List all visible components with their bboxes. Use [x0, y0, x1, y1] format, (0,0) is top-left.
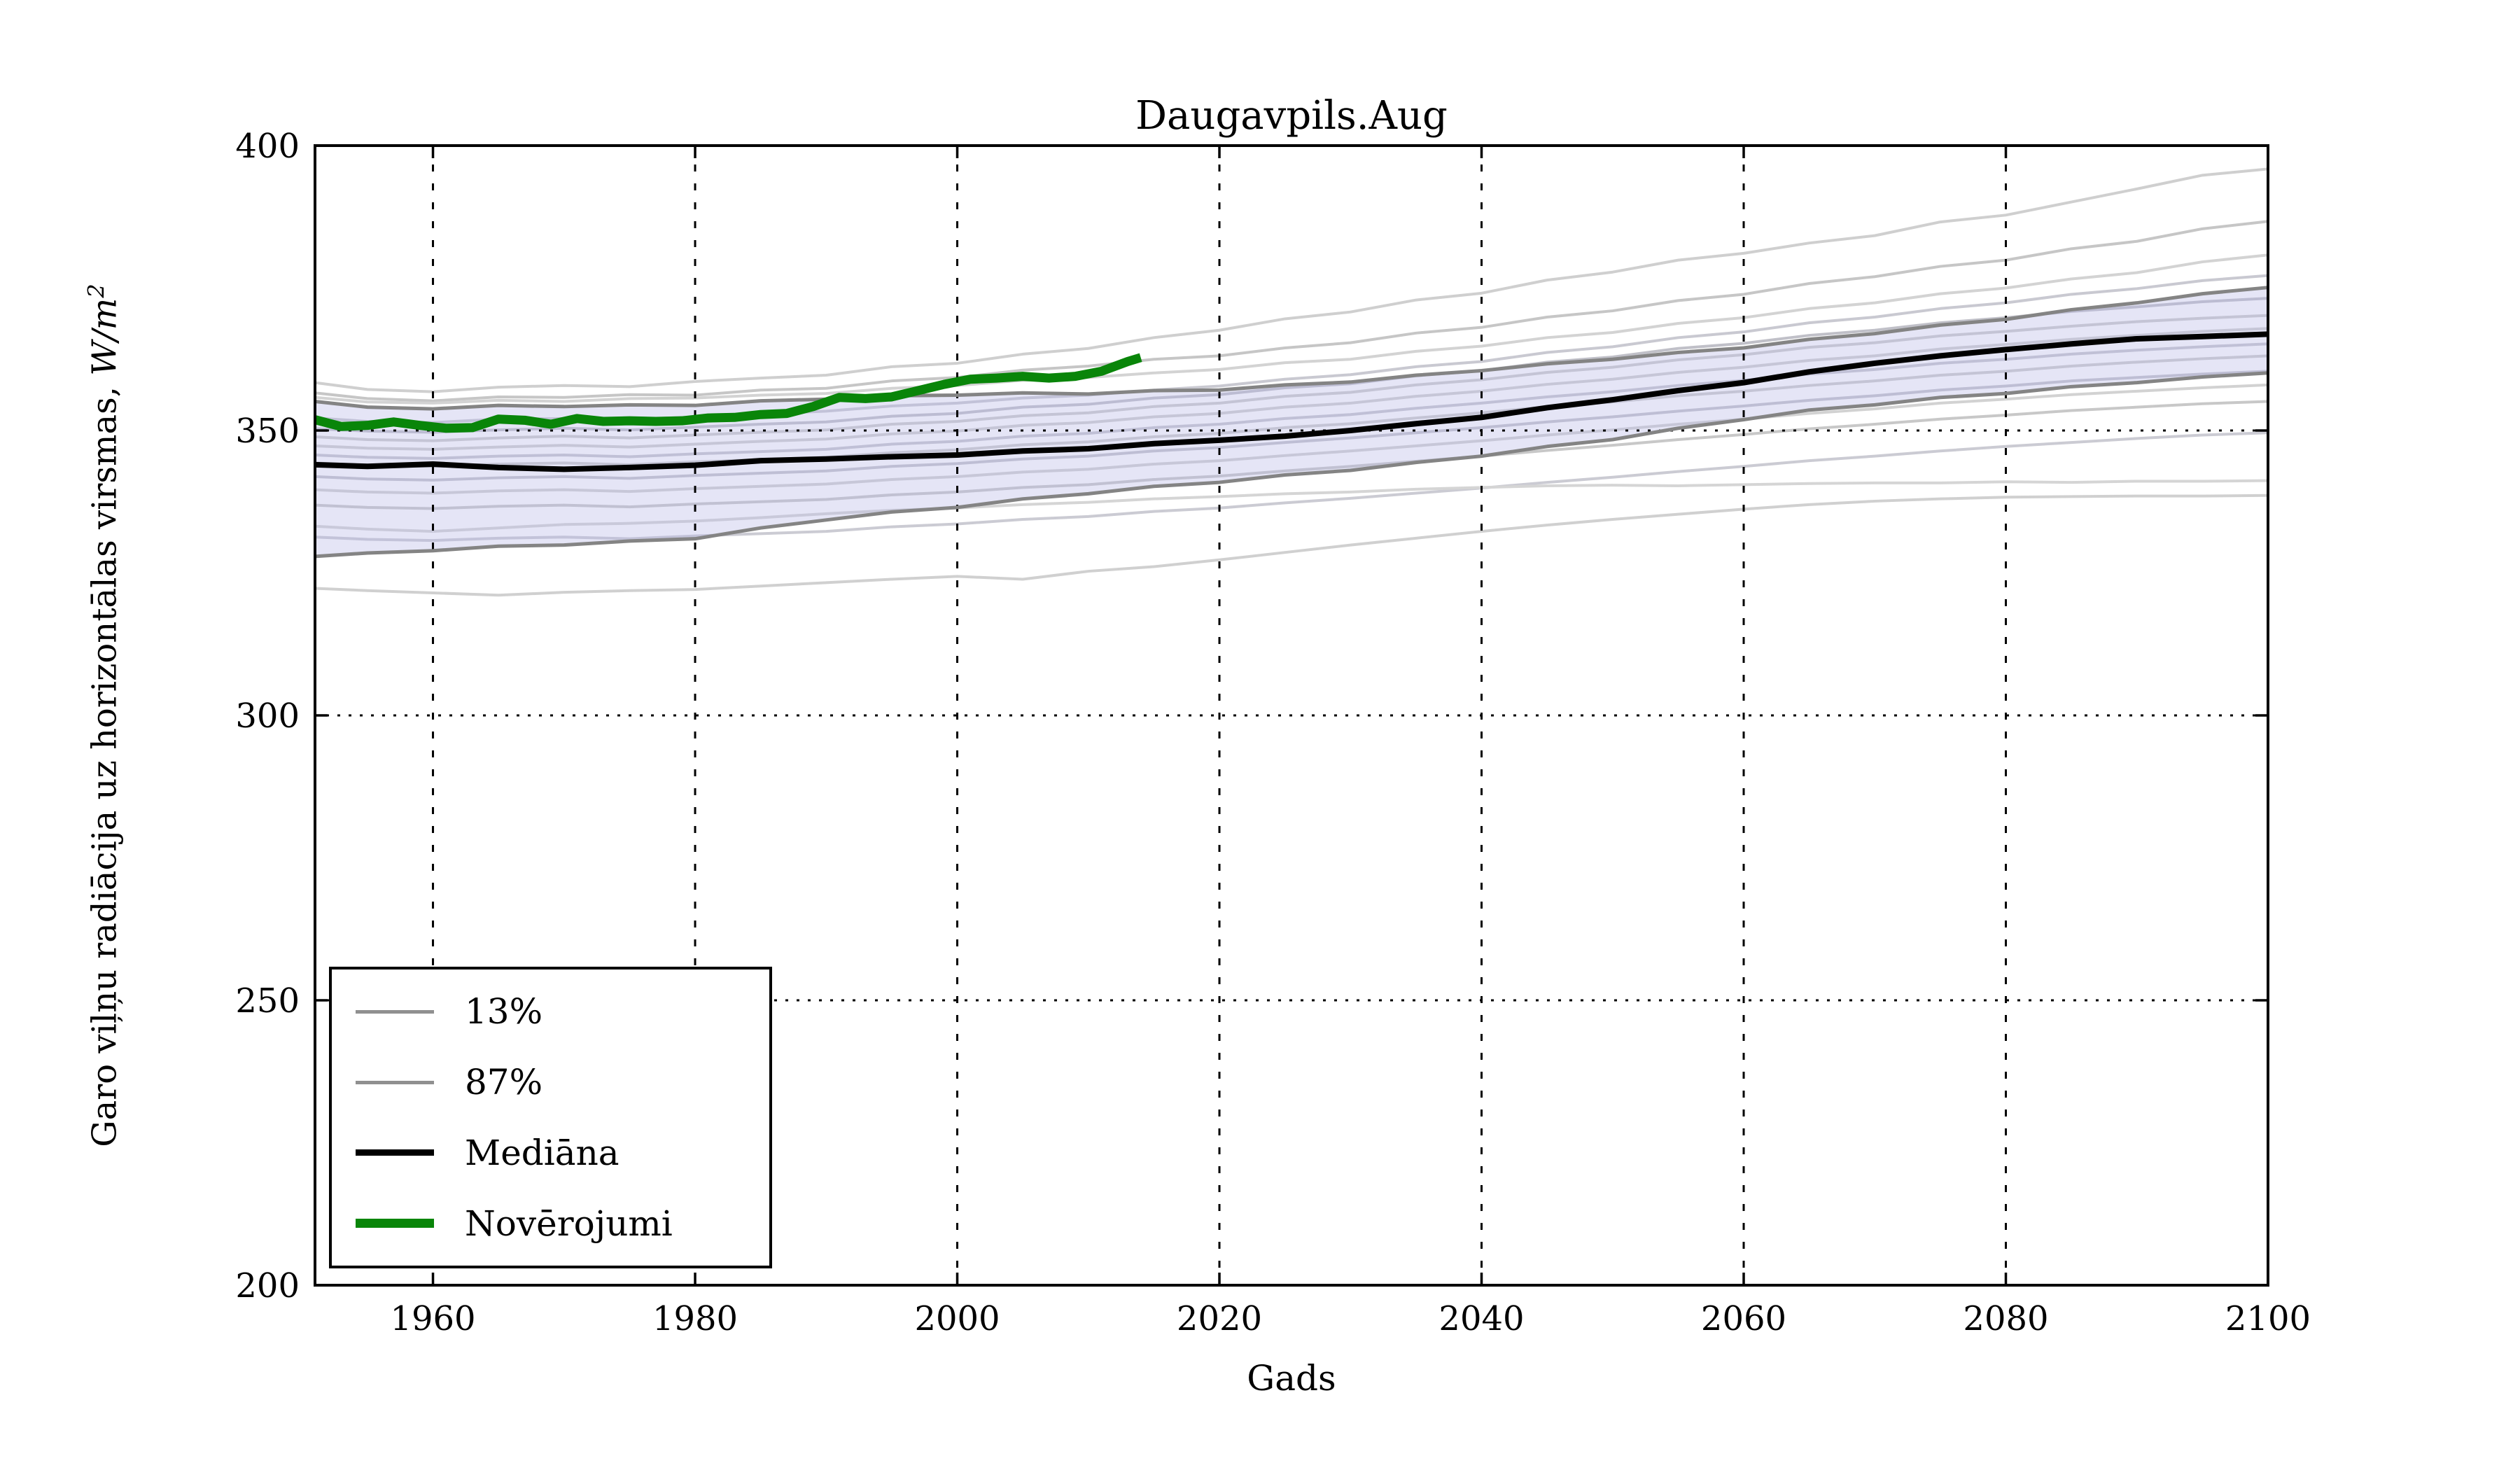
legend-item-noverojumi: Novērojumi [332, 1203, 769, 1244]
x-tick-label-1960: 1960 [390, 1299, 475, 1338]
y-axis-label-text: Garo viļņu radiācija uz horizontālas vir… [85, 375, 125, 1147]
chart-title: Daugavpils.Aug [1135, 93, 1448, 139]
x-tick-label-2100: 2100 [2225, 1299, 2311, 1338]
legend-label-13pct: 13% [465, 991, 543, 1032]
percentile-band [315, 287, 2268, 556]
ensemble-line-15 [314, 493, 2269, 597]
y-axis-label-superscript: 2 [83, 284, 110, 298]
ensemble-line-1 [314, 167, 2269, 393]
x-tick-label-2020: 2020 [1177, 1299, 1262, 1338]
legend: 13% 87% Mediāna Novērojumi [329, 967, 772, 1268]
observations-line [314, 353, 1142, 433]
legend-item-13pct: 13% [332, 991, 769, 1032]
legend-label-mediana: Mediāna [465, 1132, 620, 1173]
y-tick-label-250: 250 [235, 981, 300, 1021]
legend-item-mediana: Mediāna [332, 1133, 769, 1173]
ensemble-line-6 [314, 314, 2269, 442]
ensemble-line-12 [314, 400, 2269, 510]
y-tick-label-350: 350 [235, 412, 300, 451]
y-tick-label-200: 200 [235, 1266, 300, 1306]
legend-swatch-noverojumi-line [356, 1219, 434, 1228]
y-axis-label: Garo viļņu radiācija uz horizontālas vir… [83, 284, 125, 1147]
legend-swatch-87pct-line [356, 1080, 434, 1084]
percentile-87-line [314, 286, 2269, 411]
legend-label-87pct: 87% [465, 1062, 543, 1103]
x-axis-label: Gads [1247, 1358, 1336, 1399]
y-tick-label-400: 400 [235, 127, 300, 166]
x-tick-label-2000: 2000 [914, 1299, 1000, 1338]
legend-swatch-mediana-line [356, 1149, 434, 1156]
legend-item-87pct: 87% [332, 1062, 769, 1102]
y-axis-label-units: W/m2 [83, 284, 125, 376]
ensemble-line-7 [314, 327, 2269, 451]
legend-swatch-13pct-line [356, 1009, 434, 1014]
x-tick-label-2080: 2080 [1963, 1299, 2048, 1338]
median-line [314, 331, 2269, 472]
x-tick-label-1980: 1980 [652, 1299, 738, 1338]
ensemble-line-8 [314, 342, 2269, 460]
ensemble-line-3 [314, 253, 2269, 405]
percentile-13-line [314, 371, 2269, 559]
y-tick-label-300: 300 [235, 696, 300, 736]
ensemble-line-11 [314, 383, 2269, 495]
ensemble-line-9 [314, 354, 2269, 468]
legend-label-noverojumi: Novērojumi [465, 1203, 673, 1244]
ensemble-line-14 [314, 479, 2269, 533]
x-tick-label-2060: 2060 [1701, 1299, 1786, 1338]
ensemble-line-13 [314, 431, 2269, 542]
ensemble-line-2 [314, 220, 2269, 402]
x-tick-label-2040: 2040 [1438, 1299, 1524, 1338]
ensemble-line-10 [314, 370, 2269, 482]
